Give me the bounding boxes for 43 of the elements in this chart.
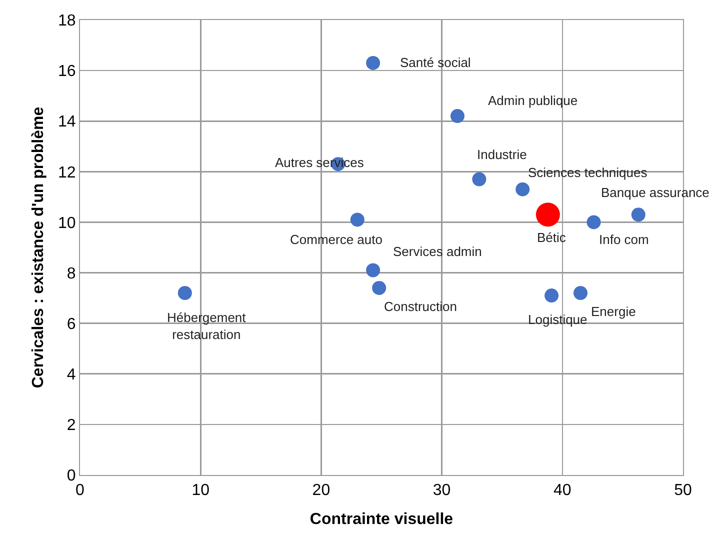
y-tick-label: 8	[66, 265, 76, 282]
annotation: Sciences techniques	[528, 165, 648, 180]
annotation: Admin publique	[488, 93, 578, 108]
y-tick-label: 12	[58, 164, 76, 182]
annotation: Logistique	[528, 312, 588, 327]
annotation: Commerce auto	[290, 232, 382, 247]
point	[450, 109, 464, 124]
point	[516, 182, 530, 196]
point	[350, 212, 364, 227]
y-tick-label: 18	[58, 12, 76, 30]
point	[544, 288, 559, 303]
point	[586, 215, 601, 230]
annotation: Bétic	[537, 230, 566, 245]
point	[472, 172, 486, 186]
y-tick-label: 14	[58, 114, 76, 131]
point	[631, 208, 646, 222]
y-axis-title: Cervicales : existance d'un problème	[30, 106, 47, 388]
x-tick-label: 20	[312, 482, 330, 500]
x-tick-label: 50	[674, 482, 692, 500]
y-tick-label: 10	[58, 214, 76, 232]
x-tick-label: 40	[554, 482, 572, 500]
annotation: Construction	[384, 299, 457, 314]
x-tick-label: 10	[192, 482, 210, 500]
annotation: Santé social	[400, 55, 471, 70]
y-tick-label: 16	[58, 63, 76, 80]
y-tick-label: 4	[66, 366, 76, 384]
annotation: Banque assurance	[601, 185, 710, 200]
y-tick-label: 2	[66, 417, 76, 434]
annotation: Energie	[591, 304, 636, 319]
x-axis-title: Contrainte visuelle	[310, 510, 454, 528]
annotation: Hébergement restauration	[167, 310, 246, 342]
point	[573, 286, 588, 300]
annotation: Services admin	[393, 244, 482, 259]
y-tick-label: 6	[66, 316, 76, 333]
point	[366, 263, 380, 278]
point	[366, 56, 380, 70]
point	[536, 202, 560, 227]
annotation: Industrie	[477, 147, 527, 162]
y-tick-label: 0	[66, 468, 76, 485]
point	[372, 280, 386, 295]
x-tick-label: 30	[432, 482, 451, 500]
annotation: Info com	[599, 232, 649, 247]
point	[178, 286, 192, 300]
